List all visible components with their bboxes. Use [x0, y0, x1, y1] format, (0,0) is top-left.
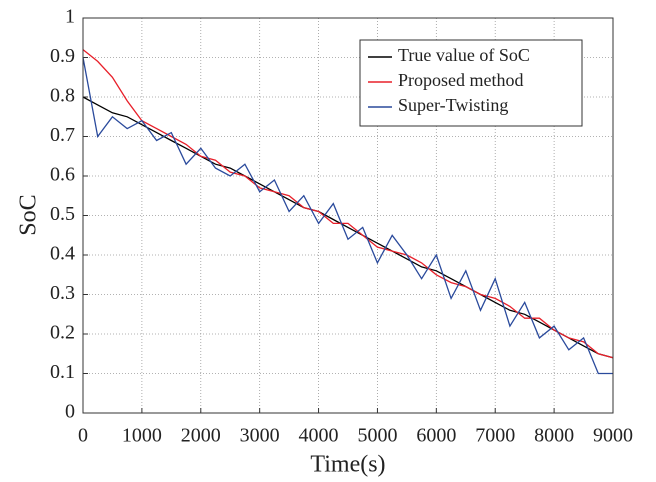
legend-label: Super-Twisting — [398, 95, 508, 115]
y-tick-label: 0.9 — [50, 45, 75, 67]
y-tick-label: 0.3 — [50, 282, 75, 304]
x-tick-label: 9000 — [593, 425, 633, 447]
y-tick-label: 0.1 — [50, 361, 75, 383]
y-tick-label: 0.5 — [50, 203, 75, 225]
y-tick-label: 0.4 — [50, 243, 75, 265]
x-tick-label: 6000 — [416, 425, 456, 447]
x-tick-label: 4000 — [299, 425, 339, 447]
y-tick-label: 0 — [65, 401, 75, 423]
legend-box — [359, 39, 583, 127]
y-tick-label: 0.2 — [50, 322, 75, 344]
series-line — [82, 96, 614, 359]
x-tick-label: 3000 — [240, 425, 280, 447]
series-line — [82, 57, 613, 375]
y-axis-title: SoC — [16, 194, 42, 235]
x-tick-label: 0 — [78, 425, 88, 447]
x-tick-label: 8000 — [534, 425, 574, 447]
legend: True value of SoC Proposed method Super-Tw… — [359, 39, 583, 127]
legend-label: Proposed method — [398, 70, 524, 90]
x-tick-label: 1000 — [122, 425, 162, 447]
x-tick-label: 5000 — [357, 425, 397, 447]
y-tick-label: 0.8 — [50, 85, 75, 107]
y-tick-label: 0.6 — [50, 164, 75, 186]
x-axis-title: Time(s) — [310, 452, 385, 478]
y-tick-label: 1 — [65, 6, 75, 28]
x-tick-label: 7000 — [475, 425, 515, 447]
series-line — [82, 49, 614, 359]
y-tick-label: 0.7 — [50, 124, 75, 146]
legend-label: True value of SoC — [398, 45, 530, 65]
plot-frame — [82, 17, 614, 414]
x-tick-label: 2000 — [181, 425, 221, 447]
